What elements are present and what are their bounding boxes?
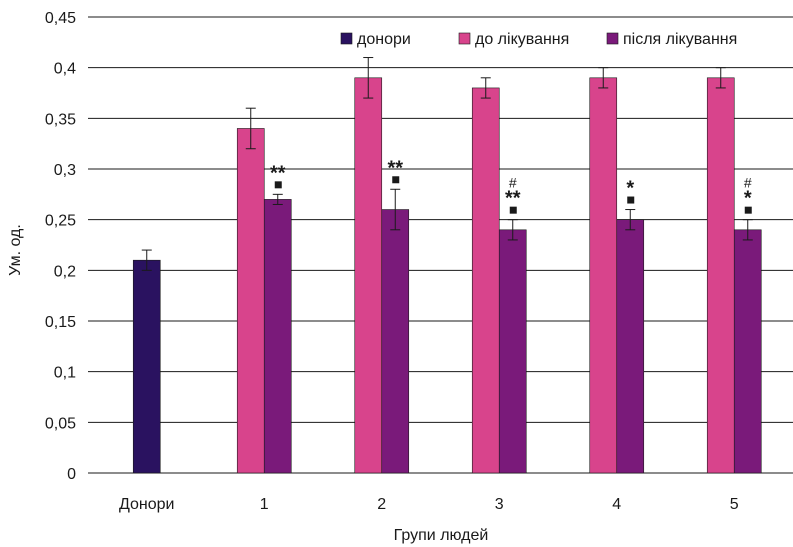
significance-stars: ** — [505, 188, 521, 210]
significance-square — [627, 196, 635, 204]
significance-stars: ** — [387, 157, 403, 179]
x-tick-label: Донори — [119, 496, 174, 513]
significance-square — [274, 181, 282, 189]
gridlines — [88, 16, 793, 474]
y-tick-label: 0 — [67, 466, 76, 483]
x-tick-label: 5 — [730, 496, 739, 513]
legend-label: донори — [357, 31, 411, 48]
y-tick-label: 0,4 — [54, 61, 76, 78]
y-tick-label: 0,45 — [45, 10, 76, 27]
bar-до-лікування-2 — [354, 77, 383, 474]
significance-square — [744, 206, 752, 214]
significance-stars: * — [626, 178, 634, 200]
significance-markers: ** ****# * *# — [270, 157, 752, 214]
bar-до-лікування-1 — [236, 128, 265, 474]
y-tick-label: 0,25 — [45, 213, 76, 230]
bar-донори-Донори — [132, 259, 161, 474]
x-tick-label: 3 — [495, 496, 504, 513]
x-axis-label: Групи людей — [394, 527, 489, 544]
legend-swatch — [606, 32, 619, 45]
x-tick-label: 1 — [260, 496, 269, 513]
y-tick-label: 0,05 — [45, 415, 76, 432]
x-tick-label: 4 — [612, 496, 621, 513]
significance-hash: # — [744, 175, 752, 191]
legend-swatch — [340, 32, 353, 45]
bar-до-лікування-5 — [706, 77, 735, 474]
y-tick-label: 0,3 — [54, 162, 76, 179]
y-tick-label: 0,1 — [54, 365, 76, 382]
y-axis-label: Ум. од. — [7, 224, 24, 276]
bar-після-лікування-2 — [381, 209, 410, 474]
significance-stars: ** — [270, 162, 286, 184]
x-axis-ticks: Донори 1 2 3 4 5 — [119, 496, 739, 513]
significance-square — [509, 206, 517, 214]
x-tick-label: 2 — [377, 496, 386, 513]
bar-до-лікування-3 — [471, 87, 500, 474]
significance-square — [392, 176, 400, 184]
y-axis-ticks: 0 0,05 0,1 0,15 0,2 0,25 0,3 0,35 0,4 0,45 — [45, 10, 76, 483]
significance-hash: # — [509, 175, 517, 191]
legend-label: до лікування — [475, 31, 569, 48]
bar-після-лікування-5 — [733, 229, 762, 474]
legend-swatch — [458, 32, 471, 45]
legend-label: після лікування — [623, 31, 737, 48]
y-tick-label: 0,35 — [45, 111, 76, 128]
bars — [132, 57, 762, 474]
y-tick-label: 0,15 — [45, 314, 76, 331]
y-tick-label: 0,2 — [54, 263, 76, 280]
bar-після-лікування-4 — [616, 219, 645, 474]
bar-після-лікування-3 — [498, 229, 527, 474]
bar-до-лікування-4 — [589, 77, 618, 474]
legend: донори до лікування після лікування — [340, 31, 737, 48]
significance-stars: * — [744, 188, 752, 210]
bar-після-лікування-1 — [263, 199, 292, 474]
